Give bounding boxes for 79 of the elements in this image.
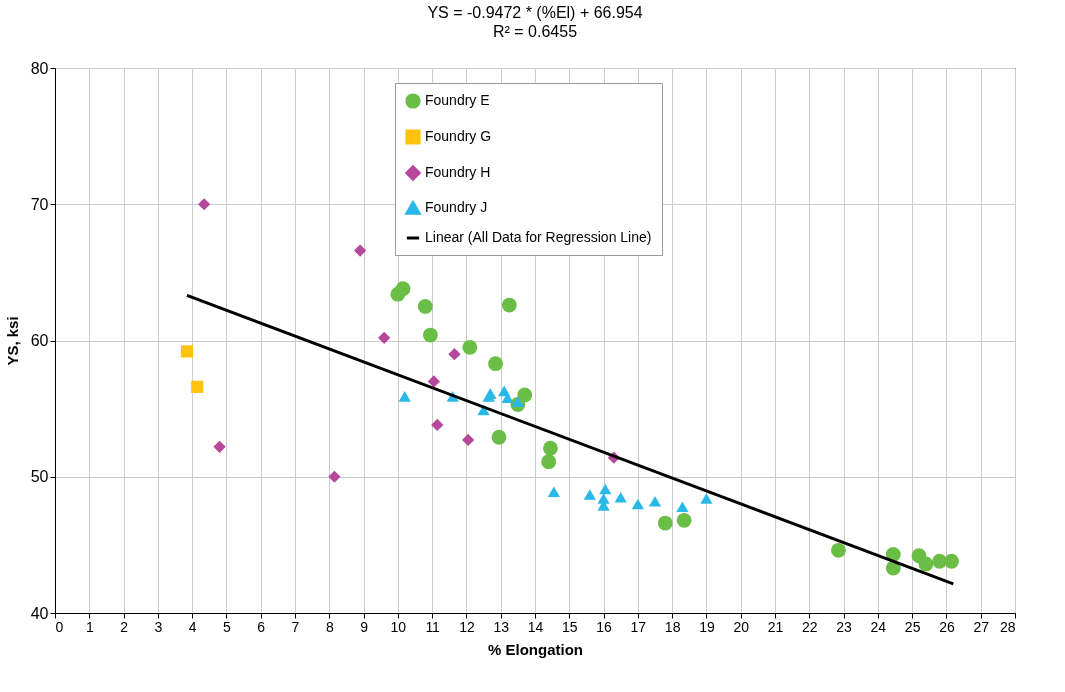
x-tick-label: 2	[120, 618, 129, 635]
x-tick-label: 14	[527, 618, 544, 635]
point	[423, 327, 438, 343]
point	[657, 515, 673, 531]
point	[614, 491, 627, 503]
x-tick-label: 24	[870, 618, 887, 635]
x-tick-label: 7	[291, 618, 300, 635]
chart-subtitle: R² = 0.6455	[492, 23, 578, 40]
y-tick-label: 40	[30, 604, 49, 622]
point	[180, 345, 194, 358]
y-tick-label: 50	[30, 468, 49, 486]
legend-label: Foundry E	[425, 92, 490, 108]
point	[491, 429, 507, 445]
legend-label: Foundry G	[425, 128, 492, 144]
point	[328, 470, 341, 483]
point	[631, 498, 644, 510]
x-tick-label: 11	[425, 618, 441, 635]
legend-label: Foundry H	[425, 164, 491, 180]
point	[431, 418, 444, 432]
x-tick-label: 13	[493, 618, 510, 635]
x-tick-label: 21	[767, 618, 784, 635]
y-axis-title: YS, ksi	[3, 316, 21, 366]
x-tick-label: 20	[733, 618, 750, 635]
x-tick-label: 17	[630, 618, 647, 635]
x-tick-label: 12	[459, 618, 475, 635]
x-tick-label: 4	[188, 618, 197, 635]
x-tick-label: 25	[904, 618, 921, 635]
point	[501, 392, 514, 404]
x-tick-label: 27	[973, 618, 990, 635]
point	[583, 489, 596, 500]
x-tick-label: 28	[999, 618, 1016, 635]
point	[547, 486, 560, 498]
point	[676, 512, 692, 528]
point	[417, 299, 433, 314]
x-tick-label: 19	[699, 618, 715, 635]
point	[543, 440, 558, 456]
point	[354, 244, 367, 257]
x-tick-label: 6	[257, 618, 266, 635]
chart-title: YS = -0.9472 * (%El) + 66.954	[427, 4, 643, 21]
point	[398, 391, 411, 402]
point	[378, 331, 391, 344]
y-tick-label: 70	[30, 195, 49, 213]
point	[198, 198, 211, 211]
legend-label: Foundry J	[425, 199, 488, 215]
point	[511, 396, 524, 408]
point	[213, 440, 226, 453]
x-tick-label: 26	[939, 618, 955, 635]
x-tick-label: 16	[596, 618, 613, 635]
point	[462, 433, 475, 447]
x-tick-label: 9	[360, 618, 369, 635]
x-tick-label: 1	[85, 618, 94, 635]
point	[448, 348, 461, 361]
legend-label: Linear (All Data for Regression Line)	[425, 229, 652, 245]
x-tick-label: 18	[664, 618, 681, 635]
point	[501, 297, 517, 313]
point	[191, 380, 204, 393]
point	[648, 495, 662, 507]
x-tick-label: 10	[390, 618, 407, 635]
y-tick-label: 60	[30, 332, 49, 349]
point	[395, 281, 411, 297]
point	[831, 542, 846, 558]
x-tick-label: 22	[802, 618, 818, 635]
x-tick-label: 15	[562, 618, 578, 635]
point	[427, 375, 440, 388]
point	[918, 556, 934, 572]
point	[462, 339, 478, 355]
point	[541, 454, 557, 470]
point	[676, 501, 689, 513]
point	[488, 356, 503, 372]
x-axis-title: % Elongation	[488, 640, 583, 658]
point	[700, 493, 713, 504]
x-tick-label: 23	[836, 618, 853, 635]
x-tick-label: 5	[223, 618, 232, 635]
x-tick-label: 0	[55, 618, 64, 635]
point	[944, 553, 959, 569]
y-tick-label: 80	[30, 59, 49, 77]
x-tick-label: 3	[154, 618, 163, 635]
point	[599, 483, 612, 495]
x-tick-label: 8	[325, 618, 334, 635]
